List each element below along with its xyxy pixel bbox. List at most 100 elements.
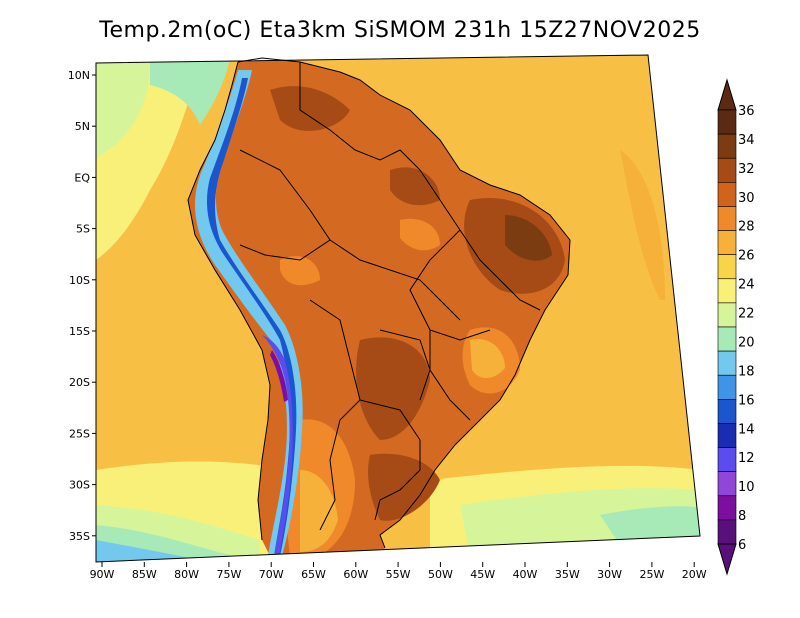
lat-label: 5N: [75, 120, 90, 133]
lon-label: 50W: [428, 568, 453, 581]
colorbar-label: 34: [738, 133, 755, 148]
lon-label: 35W: [555, 568, 580, 581]
colorbar-label: 32: [738, 162, 755, 177]
colorbar-swatch: [717, 109, 737, 135]
colorbar-swatch: [717, 399, 737, 424]
lon-label: 60W: [343, 568, 368, 581]
colorbar-swatch: [717, 133, 737, 159]
pantanal-hot-zone: [356, 337, 430, 440]
colorbar: 36 34 32 30 28 26 24 22 20 18 16 14 12 10 8 6: [717, 78, 755, 576]
colorbar-label: 16: [738, 393, 755, 408]
atlantic-warm-pool: [620, 150, 665, 300]
paraguay-border: [359, 399, 421, 470]
colorbar-label: 36: [738, 104, 755, 119]
brazil-state-border-3: [429, 330, 471, 421]
amazon-warm-patch: [400, 218, 440, 251]
lat-label: 20S: [69, 376, 90, 389]
latitude-labels: 10N 5N EQ 5S 10S 15S 20S 25S 30S 35S: [68, 69, 91, 543]
pacific-coastline: [187, 61, 271, 541]
lat-label: 35S: [69, 530, 90, 543]
colorbar-label: 18: [738, 364, 755, 379]
lat-label: 5S: [76, 223, 90, 236]
brazil-state-border-2: [409, 229, 491, 341]
east-pacific-green-zone: [96, 60, 150, 158]
colorbar-label: 10: [738, 480, 755, 495]
south-brazil-hot-zone: [368, 453, 440, 521]
lon-label: 55W: [386, 568, 411, 581]
lon-label: 75W: [216, 568, 241, 581]
colorbar-top-arrow: [717, 78, 737, 111]
colorbar-label: 26: [738, 249, 755, 264]
lon-label: 85W: [132, 568, 157, 581]
colorbar-swatch: [717, 254, 737, 280]
brazil-state-border-1: [419, 169, 541, 311]
longitude-labels: 90W 85W 80W 75W 70W 65W 60W 55W 50W 45W 40W 35W 30W 2…: [90, 568, 707, 581]
colorbar-label: 24: [738, 278, 755, 293]
altiplano-colder-zone: [262, 335, 293, 556]
lon-label: 20W: [682, 568, 707, 581]
country-borders: [187, 57, 571, 549]
colorbar-label: 28: [738, 220, 755, 235]
colorbar-swatch: [717, 230, 737, 255]
lon-label: 30W: [597, 568, 622, 581]
lon-label: 25W: [639, 568, 664, 581]
colorbar-swatch: [717, 278, 737, 304]
south-america-land: [188, 58, 570, 560]
colorbar-swatch: [717, 182, 737, 207]
colorbar-swatch: [717, 326, 737, 352]
colorbar-swatch: [717, 157, 737, 183]
colorbar-label: 22: [738, 307, 755, 322]
colorbar-label: 30: [738, 191, 755, 206]
colorbar-label: 20: [738, 335, 755, 350]
lat-label: EQ: [74, 171, 90, 184]
colorbar-label: 12: [738, 451, 755, 466]
colorbar-swatch: [717, 350, 737, 376]
plateau-cooler-zone: [470, 339, 505, 379]
lat-label: 15S: [69, 325, 90, 338]
axis-ticks: [92, 74, 695, 567]
temperature-field: [96, 55, 700, 562]
brazil-bolivia-border: [329, 239, 461, 321]
amazon-hot-patch: [390, 167, 440, 206]
venezuela-hot-zone: [270, 86, 350, 131]
colorbar-label: 14: [738, 422, 755, 437]
brazil-state-border-4: [379, 329, 431, 401]
colorbar-swatch: [717, 447, 737, 472]
northeast-hottest-zone: [505, 215, 552, 261]
panama-bight-zone: [150, 58, 230, 125]
lat-label: 30S: [69, 479, 90, 492]
venezuela-border: [299, 62, 421, 171]
colorbar-label: 8: [738, 509, 746, 524]
lon-label: 80W: [174, 568, 199, 581]
western-amazon-warm-patch: [280, 256, 320, 286]
lon-label: 70W: [259, 568, 284, 581]
map-title: Temp.2m(oC) Eta3km SiSMOM 231h 15Z27NOV2…: [99, 18, 701, 43]
colorbar-swatch: [717, 302, 737, 328]
lon-label: 90W: [90, 568, 115, 581]
altiplano-coldest-zone: [270, 350, 288, 402]
andes-cool-zone: [195, 70, 303, 556]
lat-label: 10N: [68, 69, 90, 82]
lon-label: 45W: [470, 568, 495, 581]
colorbar-swatch: [717, 423, 737, 448]
bolivia-argentina-border: [309, 299, 361, 531]
lat-label: 25S: [69, 427, 90, 440]
colorbar-swatch: [717, 374, 737, 400]
lon-label: 65W: [301, 568, 326, 581]
domain-outline: [95, 54, 701, 563]
andes-cold-zone: [206, 78, 297, 556]
colorbar-swatch: [717, 471, 737, 497]
colorbar-swatch: [717, 206, 737, 231]
atlantic-coolest-band: [600, 506, 700, 545]
lat-label: 10S: [69, 274, 90, 287]
atlantic-coastline: [237, 57, 571, 549]
uruguay-border: [374, 469, 421, 521]
colorbar-label: 6: [738, 538, 746, 553]
pacific-cold-band: [96, 540, 210, 562]
colorbar-swatch: [717, 519, 737, 545]
colorbar-swatch: [717, 495, 737, 521]
patagonia-cooler-zone: [300, 470, 338, 552]
lon-label: 40W: [513, 568, 538, 581]
colorbar-bottom-arrow: [717, 543, 737, 576]
